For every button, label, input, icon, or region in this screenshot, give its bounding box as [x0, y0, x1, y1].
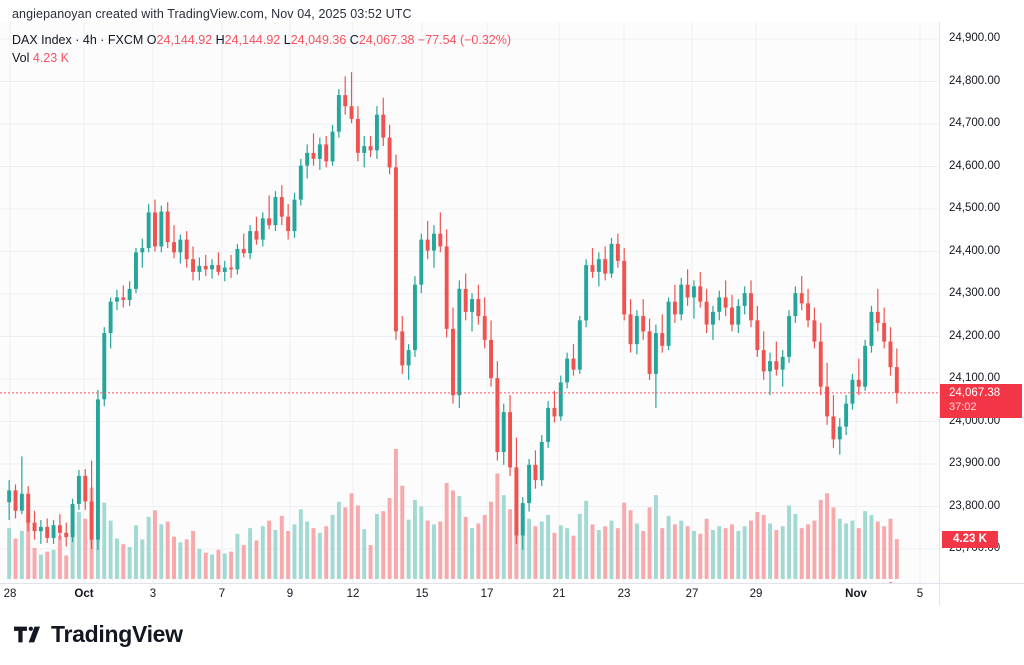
time-axis-tick: 3: [149, 588, 157, 600]
time-axis-tick: 15: [415, 588, 429, 600]
price-axis-tick: 24,100.00: [949, 372, 1001, 384]
time-axis-tick: 29: [749, 588, 763, 600]
time-axis-tick: 12: [346, 588, 360, 600]
axis-corner: [939, 583, 1024, 606]
time-axis-tick: 5: [916, 588, 924, 600]
time-axis-tick: 17: [480, 588, 494, 600]
price-axis[interactable]: 24,900.00 24,800.00 24,700.00 24,600.00 24,5…: [939, 22, 1024, 583]
price-axis-tick: 24,400.00: [949, 244, 1001, 257]
price-axis-tick: 23,900.00: [949, 457, 1001, 469]
price-axis-tick: 24,300.00: [949, 287, 1001, 299]
current-price-value: 24,067.38: [949, 386, 1001, 399]
price-axis-tick: 24,000.00: [949, 414, 1001, 427]
current-price-badge[interactable]: 24,067.38 37:02: [940, 383, 1022, 418]
price-axis-tick: 24,900.00: [949, 32, 1001, 44]
price-axis-tick: 24,800.00: [949, 74, 1001, 87]
time-axis[interactable]: 28 Oct 3 7 9 12 15 17 21 23 27 29 Nov 5: [0, 583, 939, 606]
time-axis-tick: 27: [685, 588, 699, 600]
time-axis-tick: 21: [552, 588, 566, 600]
chart-plot-area[interactable]: [0, 22, 939, 583]
price-axis-tick: 24,600.00: [949, 159, 1001, 172]
time-axis-tick: 7: [218, 588, 226, 600]
price-axis-tick: 23,800.00: [949, 499, 1001, 512]
price-axis-tick: 24,200.00: [949, 329, 1001, 342]
volume-badge[interactable]: 4.23 K: [942, 531, 998, 549]
price-axis-tick: 24,700.00: [949, 117, 1001, 129]
footer: TradingView: [0, 605, 1024, 665]
chart-frame: DAX Index · 4h · FXCM O24,144.92 H24,144…: [0, 22, 1024, 606]
time-axis-tick: Nov: [845, 588, 867, 600]
time-axis-tick: 23: [617, 588, 631, 600]
time-axis-tick: Oct: [74, 588, 94, 600]
price-axis-tick: 24,500.00: [949, 202, 1001, 214]
tradingview-logo: TradingView: [14, 621, 183, 648]
attribution-text: angiepanoyan created with TradingView.co…: [12, 7, 412, 21]
time-axis-tick: 28: [3, 588, 17, 600]
tradingview-wordmark: TradingView: [51, 621, 183, 647]
candlestick-chart: [0, 22, 939, 583]
time-axis-tick: 9: [286, 588, 294, 600]
bar-countdown: 37:02: [949, 400, 977, 413]
tradingview-logo-icon: [14, 626, 40, 643]
